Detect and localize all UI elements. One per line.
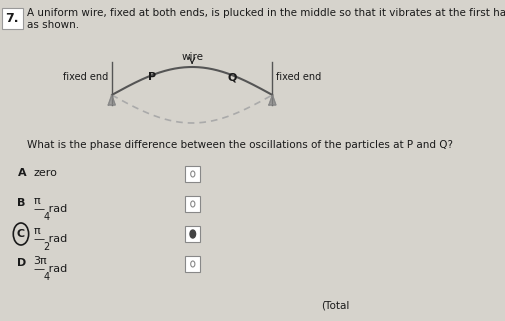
- Text: zero: zero: [33, 168, 57, 178]
- Text: fixed end: fixed end: [63, 72, 108, 82]
- Text: as shown.: as shown.: [26, 20, 78, 30]
- Text: P: P: [147, 72, 156, 82]
- Text: — rad: — rad: [33, 234, 67, 244]
- Bar: [185, 196, 200, 212]
- Text: — rad: — rad: [33, 264, 67, 274]
- Text: π: π: [33, 226, 40, 236]
- Polygon shape: [268, 95, 275, 105]
- Text: 3π: 3π: [33, 256, 47, 266]
- Text: 2: 2: [43, 242, 49, 252]
- Text: (Total: (Total: [320, 300, 348, 310]
- Text: 7.: 7.: [6, 12, 19, 25]
- Text: A uniform wire, fixed at both ends, is plucked in the middle so that it vibrates: A uniform wire, fixed at both ends, is p…: [26, 8, 505, 18]
- Text: 4: 4: [43, 272, 49, 282]
- Text: B: B: [18, 198, 26, 208]
- Text: What is the phase difference between the oscillations of the particles at P and : What is the phase difference between the…: [26, 140, 451, 150]
- Polygon shape: [108, 95, 115, 105]
- Text: Q: Q: [227, 72, 236, 82]
- Text: fixed end: fixed end: [275, 72, 321, 82]
- Bar: [185, 256, 200, 272]
- Text: wire: wire: [181, 52, 203, 62]
- Bar: [185, 226, 200, 242]
- Text: A: A: [18, 168, 26, 178]
- Text: C: C: [17, 229, 25, 239]
- Text: π: π: [33, 196, 40, 206]
- Text: 4: 4: [43, 212, 49, 222]
- Bar: [185, 166, 200, 182]
- Circle shape: [189, 230, 195, 238]
- Text: — rad: — rad: [33, 204, 67, 214]
- Text: D: D: [18, 258, 27, 268]
